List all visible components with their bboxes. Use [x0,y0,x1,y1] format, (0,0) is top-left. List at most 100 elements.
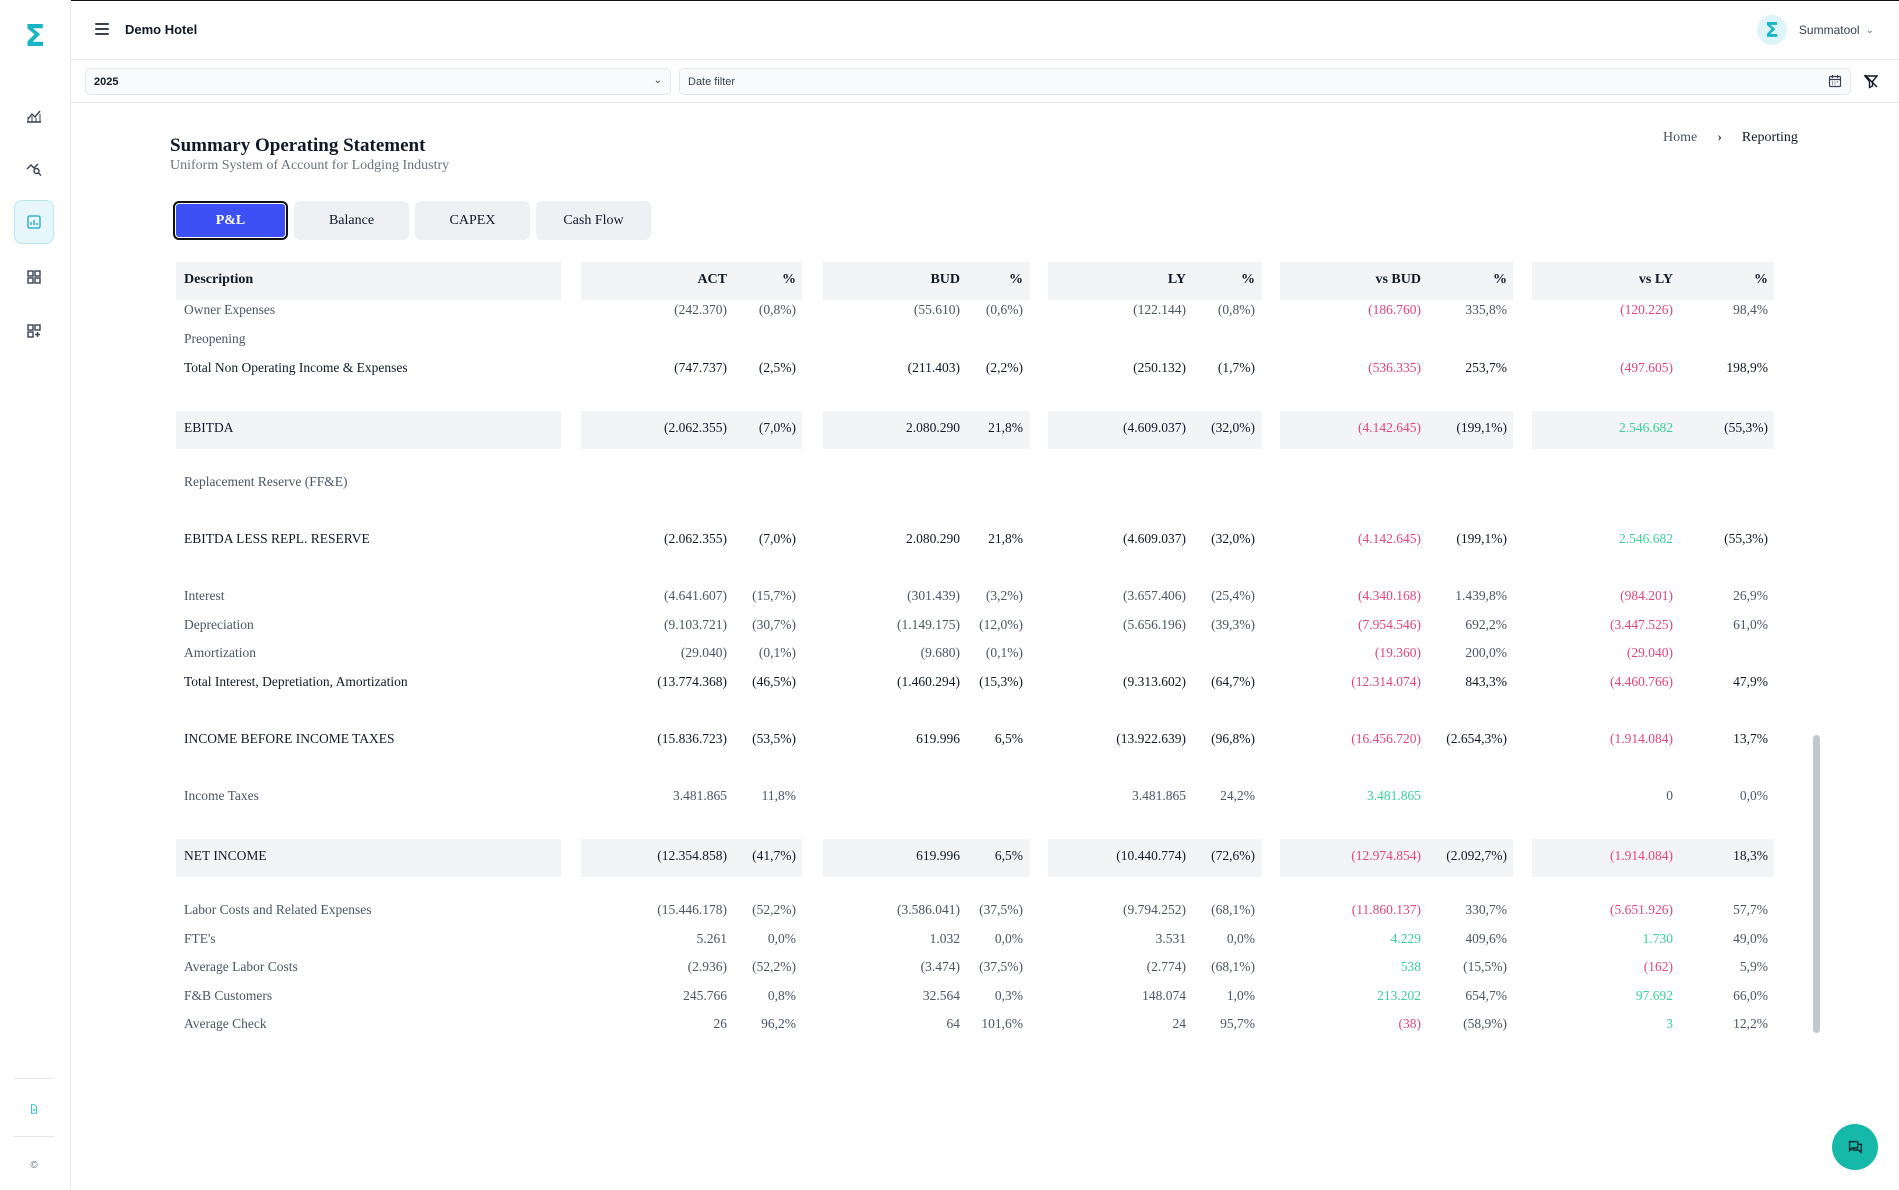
cell-bud: 2.080.290 [906,420,960,435]
cell-act: (29.040) [680,645,727,660]
cell-bud-pct: 0,3% [994,988,1023,1003]
table-header: Description ACT% BUD% LY% vs BUD% vs LY% [0,262,1899,300]
cell-vs-bud: (536.335) [1368,360,1421,375]
cell-bud-pct: 21,8% [988,420,1023,435]
breadcrumb-home[interactable]: Home [1663,130,1698,145]
scrollbar[interactable] [1813,735,1820,1033]
table-row: Preopening [0,325,1899,351]
cell-vs-bud-pct: (2.092,7%) [1446,848,1507,863]
row-description: Income Taxes [184,788,259,803]
cell-ly: 24 [1172,1016,1187,1031]
row-highlight-bg [1048,411,1262,449]
page-title: Summary Operating Statement [170,135,426,156]
cell-bud-pct: (15,3%) [979,674,1023,689]
year-select[interactable]: 2025 ⌄ [85,68,671,95]
analytics-search-icon[interactable] [14,146,54,190]
sidebar: Σ © [0,0,71,1190]
cell-act-pct: 0,8% [767,988,796,1003]
table-row: Labor Costs and Related Expenses (15.446.… [0,896,1899,922]
date-filter-input[interactable]: Date filter [679,68,1851,95]
row-highlight-bg [1280,839,1513,877]
row-highlight-bg [1532,839,1774,877]
tab-capex[interactable]: CAPEX [415,201,530,240]
cell-vs-bud-pct: (199,1%) [1456,531,1507,546]
header-cell-bg [581,262,802,300]
report-icon[interactable] [14,200,54,244]
cell-act-pct: (30,7%) [752,617,796,632]
row-description: Preopening [184,331,246,346]
cell-ly: (13.922.639) [1116,731,1186,746]
cell-vs-ly-pct: (55,3%) [1724,420,1768,435]
cell-vs-ly-pct: 18,3% [1733,848,1768,863]
table-row: EBITDA (2.062.355) (7,0%) 2.080.290 21,8% (4.… [0,411,1899,449]
cell-ly-pct: (1,7%) [1217,360,1255,375]
cell-vs-bud: (186.760) [1368,302,1421,317]
widgets-grid-icon[interactable] [14,309,54,353]
column-header-act-pct: % [782,272,796,287]
cell-ly: (5.656.196) [1123,617,1186,632]
user-menu[interactable]: Σ Summatool ⌄ [1756,15,1874,45]
document-icon[interactable] [26,1101,42,1117]
cell-vs-ly-pct: 66,0% [1733,988,1768,1003]
table-row: Average Labor Costs (2.936) (52,2%) (3.474)… [0,953,1899,979]
calendar-icon[interactable] [1828,74,1842,88]
cell-bud: (55.610) [913,302,960,317]
cell-vs-bud: (7.954.546) [1358,617,1421,632]
cell-vs-bud-pct: 330,7% [1465,902,1507,917]
table-row: Owner Expenses (242.370) (0,8%) (55.610) (0,… [0,296,1899,322]
cell-vs-bud-pct: (2.654,3%) [1446,731,1507,746]
column-header-vs-bud: vs BUD [1375,272,1421,287]
tab-balance[interactable]: Balance [294,201,409,240]
row-description: Average Check [184,1016,267,1031]
cell-act-pct: (53,5%) [752,731,796,746]
cell-ly: (2.774) [1146,959,1186,974]
cell-vs-ly: (3.447.525) [1610,617,1673,632]
table-row: INCOME BEFORE INCOME TAXES (15.836.723) (5… [0,725,1899,751]
line-chart-icon[interactable] [14,94,54,138]
row-highlight-bg [176,839,561,877]
row-highlight-bg [1532,411,1774,449]
cell-vs-ly-pct: 98,4% [1733,302,1768,317]
tab-pl[interactable]: P&L [173,201,288,240]
avatar: Σ [1756,15,1787,45]
dashboard-grid-icon[interactable] [14,255,54,299]
cell-vs-ly: (5.651.926) [1610,902,1673,917]
cell-ly-pct: (68,1%) [1211,959,1255,974]
row-highlight-bg [581,411,802,449]
cell-bud-pct: 6,5% [994,848,1023,863]
cell-bud: 2.080.290 [906,531,960,546]
cell-ly: (9.313.602) [1123,674,1186,689]
cell-act-pct: 11,8% [761,788,796,803]
cell-vs-bud: (19.360) [1374,645,1421,660]
cell-vs-bud: 538 [1400,959,1421,974]
row-description: Average Labor Costs [184,959,298,974]
cell-ly: (4.609.037) [1123,531,1186,546]
filter-off-icon[interactable] [1863,73,1879,89]
cell-bud: 619.996 [916,731,960,746]
column-header-bud: BUD [930,272,960,287]
cell-vs-ly: (1.914.084) [1610,731,1673,746]
cell-bud-pct: (0,6%) [985,302,1023,317]
cell-act: (15.836.723) [657,731,727,746]
cell-vs-ly: (497.605) [1620,360,1673,375]
cell-vs-bud-pct: 692,2% [1465,617,1507,632]
chat-icon[interactable] [1832,1124,1878,1170]
cell-ly-pct: (96,8%) [1211,731,1255,746]
cell-act: (12.354.858) [657,848,727,863]
cell-bud: (9.680) [920,645,960,660]
cell-act: (15.446.178) [657,902,727,917]
header-cell-bg [823,262,1030,300]
cell-ly-pct: (32,0%) [1211,420,1255,435]
cell-bud: (3.474) [920,959,960,974]
tab-cash-flow[interactable]: Cash Flow [536,201,651,240]
menu-icon[interactable] [95,23,109,35]
cell-vs-ly-pct: 13,7% [1733,731,1768,746]
row-description: Replacement Reserve (FF&E) [184,474,348,489]
cell-bud: (1.149.175) [897,617,960,632]
sigma-logo-icon[interactable]: Σ [24,19,46,54]
cell-vs-bud: (16.456.720) [1351,731,1421,746]
sidebar-divider [14,1078,54,1079]
header-cell-bg [1280,262,1513,300]
table-row: Total Non Operating Income & Expenses (74… [0,354,1899,380]
cell-act: (9.103.721) [664,617,727,632]
